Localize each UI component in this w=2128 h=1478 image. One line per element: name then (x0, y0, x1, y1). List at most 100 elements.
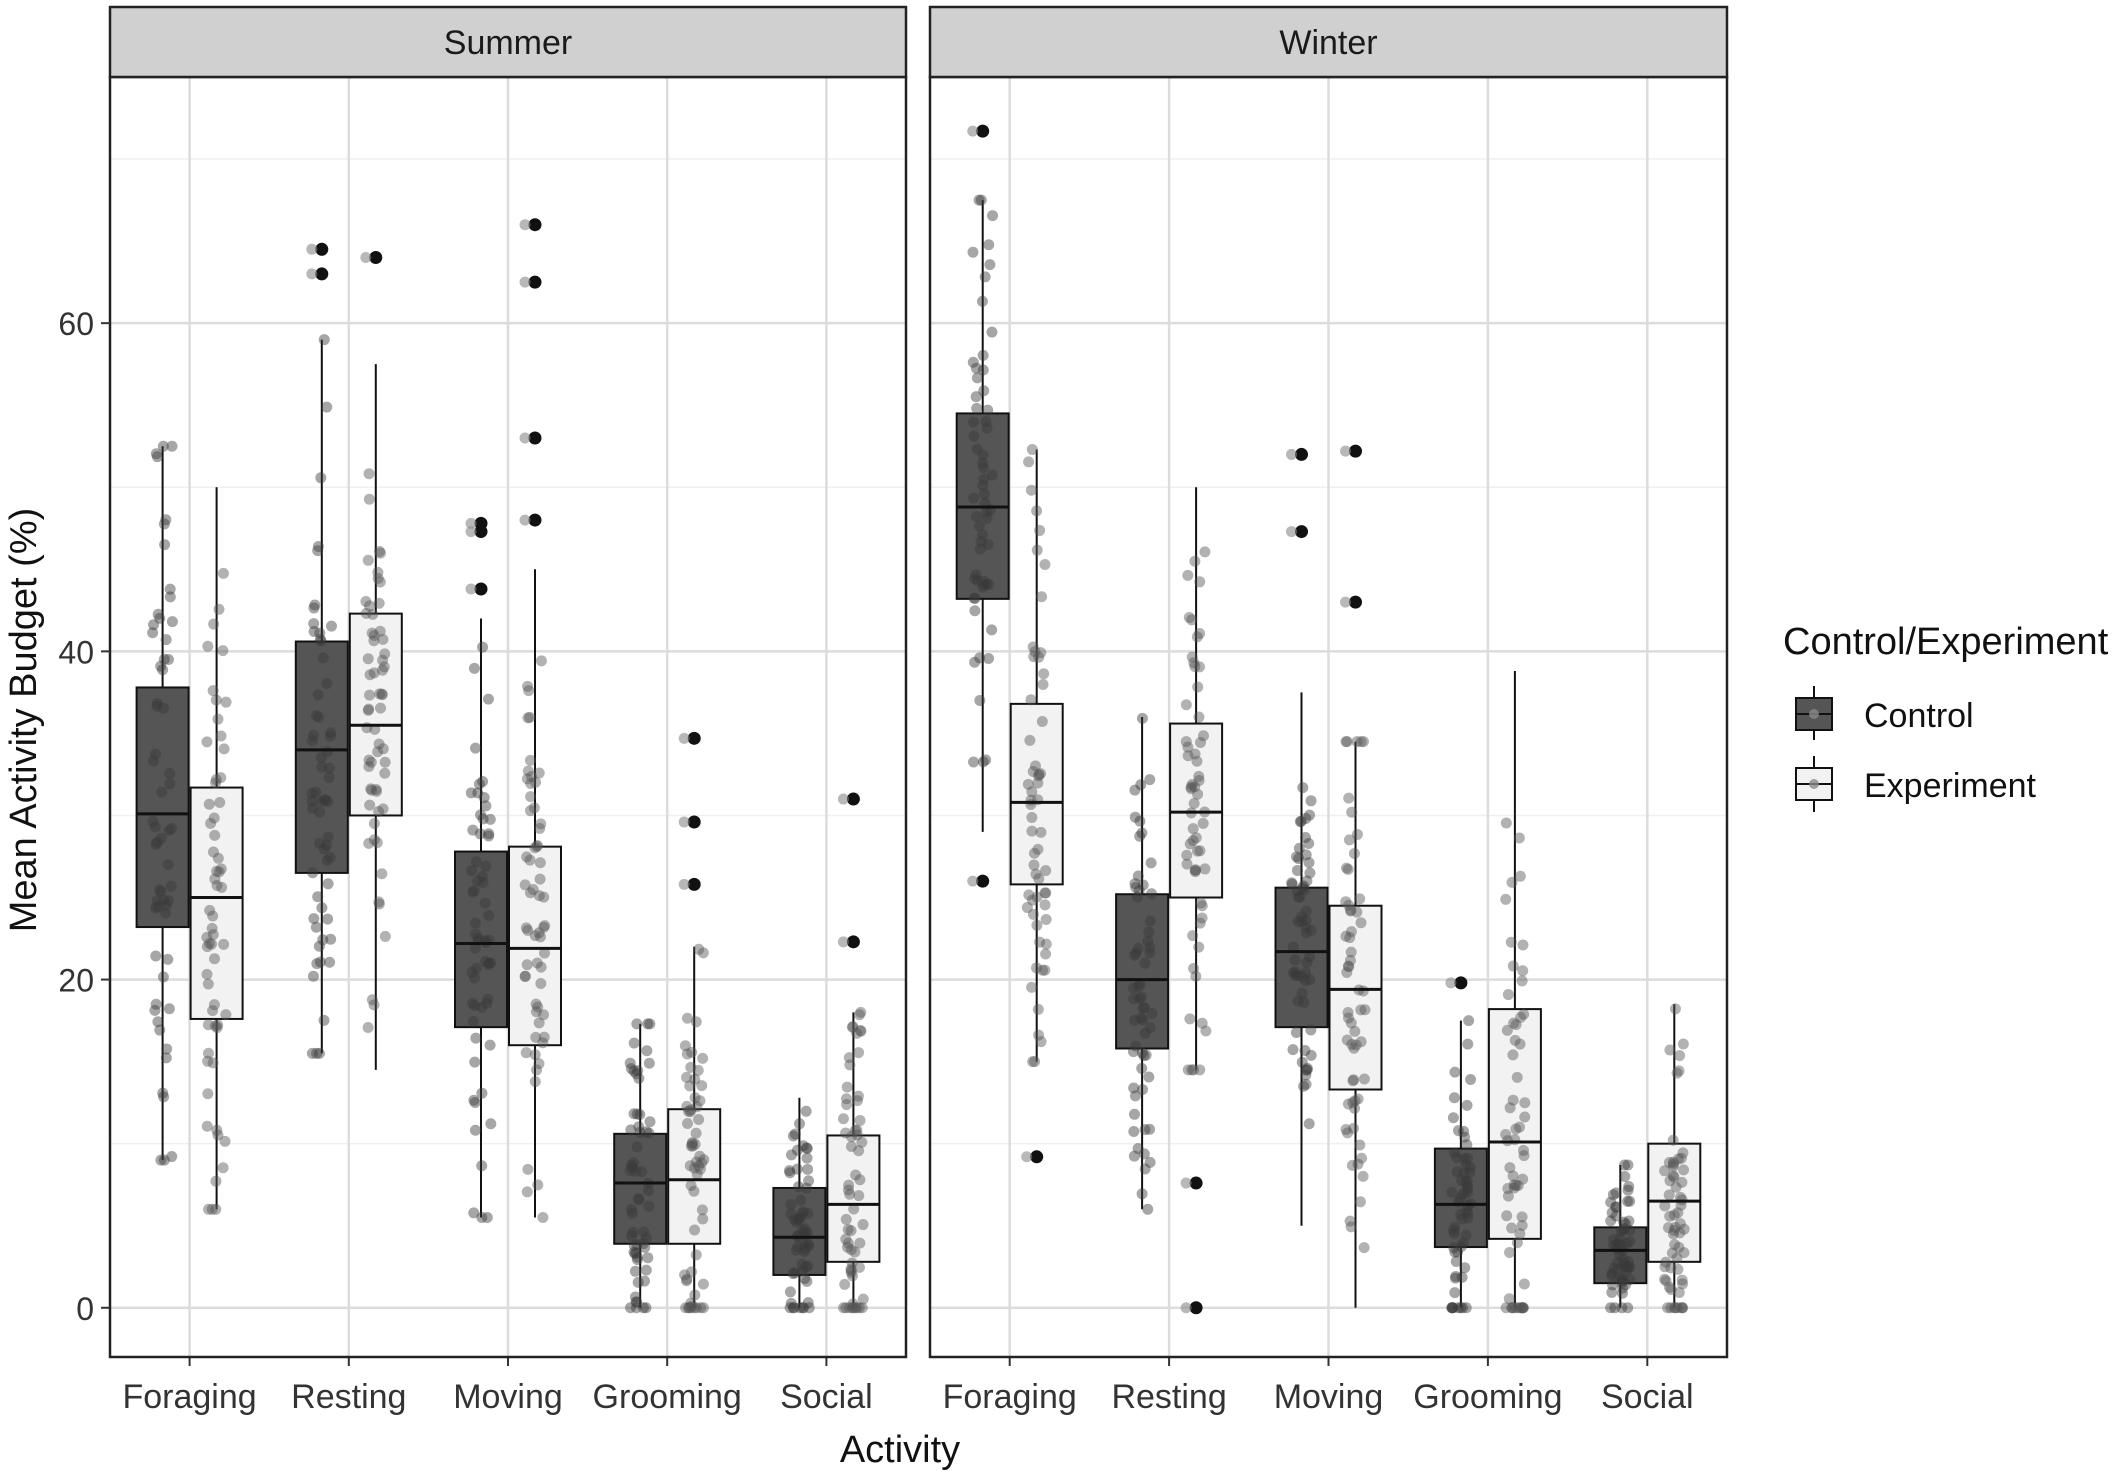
summer-grooming-experiment-point (685, 1302, 697, 1314)
winter-foraging-experiment-point (1039, 558, 1051, 570)
winter-grooming-control-outlier (1454, 976, 1468, 990)
winter-foraging-experiment-point (1040, 913, 1052, 925)
summer-moving-control-point (485, 1118, 497, 1130)
summer-resting-experiment-point (362, 653, 374, 665)
winter-social-control-point (1624, 1261, 1636, 1273)
winter-foraging-experiment-point (1026, 811, 1038, 823)
summer-grooming-experiment-point (692, 1064, 704, 1076)
winter-grooming-experiment-point (1507, 1170, 1519, 1182)
summer-resting-control-point (322, 796, 334, 808)
summer-resting-control-point (317, 652, 329, 664)
summer-foraging-control-point (162, 953, 174, 965)
summer-social-control-point (785, 1199, 797, 1211)
summer-resting-experiment-point (379, 648, 391, 660)
summer-grooming-control-point (628, 1246, 640, 1258)
summer-social-control-point (784, 1167, 796, 1179)
winter-grooming-experiment-point (1507, 1049, 1519, 1061)
summer-foraging-control-point (157, 664, 169, 676)
summer-grooming-experiment-point (689, 1138, 701, 1150)
summer-social-control-point (783, 1165, 795, 1177)
summer-social-experiment-point (854, 1024, 866, 1036)
winter-foraging-control-point (971, 372, 983, 384)
winter-foraging-experiment-point (1022, 778, 1034, 790)
winter-social-experiment-point (1676, 1274, 1688, 1286)
winter-social-experiment-point (1669, 1003, 1681, 1015)
summer-resting-control-point (324, 956, 336, 968)
summer-resting-control-point (324, 730, 336, 742)
summer-social-experiment-point (853, 1261, 865, 1273)
winter-moving-experiment-point (1340, 896, 1352, 908)
winter-moving-experiment-point (1348, 1122, 1360, 1134)
summer-resting-control-point (313, 940, 325, 952)
winter-foraging-experiment-point (1026, 894, 1038, 906)
winter-resting-control-point (1130, 1040, 1142, 1052)
summer-resting-control-point (325, 727, 337, 739)
winter-moving-control-point (1296, 970, 1308, 982)
winter-moving-experiment-point (1354, 1196, 1366, 1208)
summer-resting-experiment-point (379, 767, 391, 779)
winter-resting-experiment-point (1195, 897, 1207, 909)
summer-foraging-experiment-point (208, 812, 220, 824)
summer-moving-control-outlier-point (465, 583, 477, 595)
winter-moving-control-point (1298, 880, 1310, 892)
winter-foraging-experiment-point (1024, 734, 1036, 746)
winter-moving-experiment-point (1349, 1025, 1361, 1037)
summer-moving-experiment-point (522, 765, 534, 777)
winter-foraging-experiment-point (1036, 716, 1048, 728)
x-tick-label: Resting (291, 1378, 406, 1416)
winter-resting-control-point (1137, 1014, 1149, 1026)
summer-social-experiment-point (842, 1241, 854, 1253)
summer-social-control-point (790, 1216, 802, 1228)
summer-moving-control-point (469, 1124, 481, 1136)
summer-moving-control-point (476, 1160, 488, 1172)
winter-resting-experiment-point (1186, 614, 1198, 626)
winter-resting-experiment-box (1169, 722, 1224, 899)
x-tick-label: Foraging (122, 1378, 256, 1416)
summer-grooming-control-box (613, 1132, 668, 1245)
summer-foraging-control-point (152, 1016, 164, 1028)
winter-social-experiment-point (1675, 1152, 1687, 1164)
winter-resting-control-point (1144, 942, 1156, 954)
summer-foraging-experiment-point (220, 1009, 232, 1021)
summer-grooming-experiment-point (697, 1278, 709, 1290)
winter-resting-experiment-point (1189, 781, 1201, 793)
summer-moving-experiment-point (519, 879, 531, 891)
summer-moving-experiment-point (532, 1179, 544, 1191)
winter-social-control-point (1610, 1201, 1622, 1213)
summer-foraging-control-point (158, 702, 170, 714)
winter-social-experiment-point (1669, 1221, 1681, 1233)
winter-moving-experiment-point (1342, 960, 1354, 972)
winter-moving-control-point (1293, 842, 1305, 854)
summer-social-control-box (772, 1186, 827, 1276)
summer-moving-control-point (482, 693, 494, 705)
winter-grooming-experiment-point (1500, 1128, 1512, 1140)
winter-resting-control-point (1128, 1082, 1140, 1094)
summer-resting-experiment-point (375, 702, 387, 714)
summer-moving-experiment-point (539, 947, 551, 959)
winter-foraging-experiment-point (1035, 1036, 1047, 1048)
winter-social-control-point (1608, 1240, 1620, 1252)
winter-resting-experiment-point (1188, 657, 1200, 669)
summer-foraging-experiment-point (219, 1135, 231, 1147)
winter-foraging-control-point (981, 422, 993, 434)
winter-foraging-control-point (975, 535, 987, 547)
winter-resting-control-point (1131, 891, 1143, 903)
summer-moving-control-outlier-point (465, 526, 477, 538)
summer-social-experiment-point (846, 1257, 858, 1269)
summer-grooming-experiment-point (681, 1012, 693, 1024)
winter-social-experiment-point (1663, 1189, 1675, 1201)
winter-grooming-control-point (1450, 1270, 1462, 1282)
legend-title: Control/Experiment (1783, 621, 2109, 663)
summer-resting-control-point (317, 934, 329, 946)
summer-resting-control-point (314, 633, 326, 645)
winter-foraging-control-point (986, 624, 998, 636)
summer-foraging-control-point (160, 514, 172, 526)
winter-resting-control-point (1144, 774, 1156, 786)
winter-social-experiment-point (1664, 1175, 1676, 1187)
summer-grooming-control-point (631, 1254, 643, 1266)
summer-grooming-experiment-point (688, 1302, 700, 1314)
summer-grooming-control-point (632, 1065, 644, 1077)
summer-moving-experiment-point (538, 921, 550, 933)
summer-social-experiment-point (851, 1302, 863, 1314)
winter-resting-experiment-point (1193, 661, 1205, 673)
